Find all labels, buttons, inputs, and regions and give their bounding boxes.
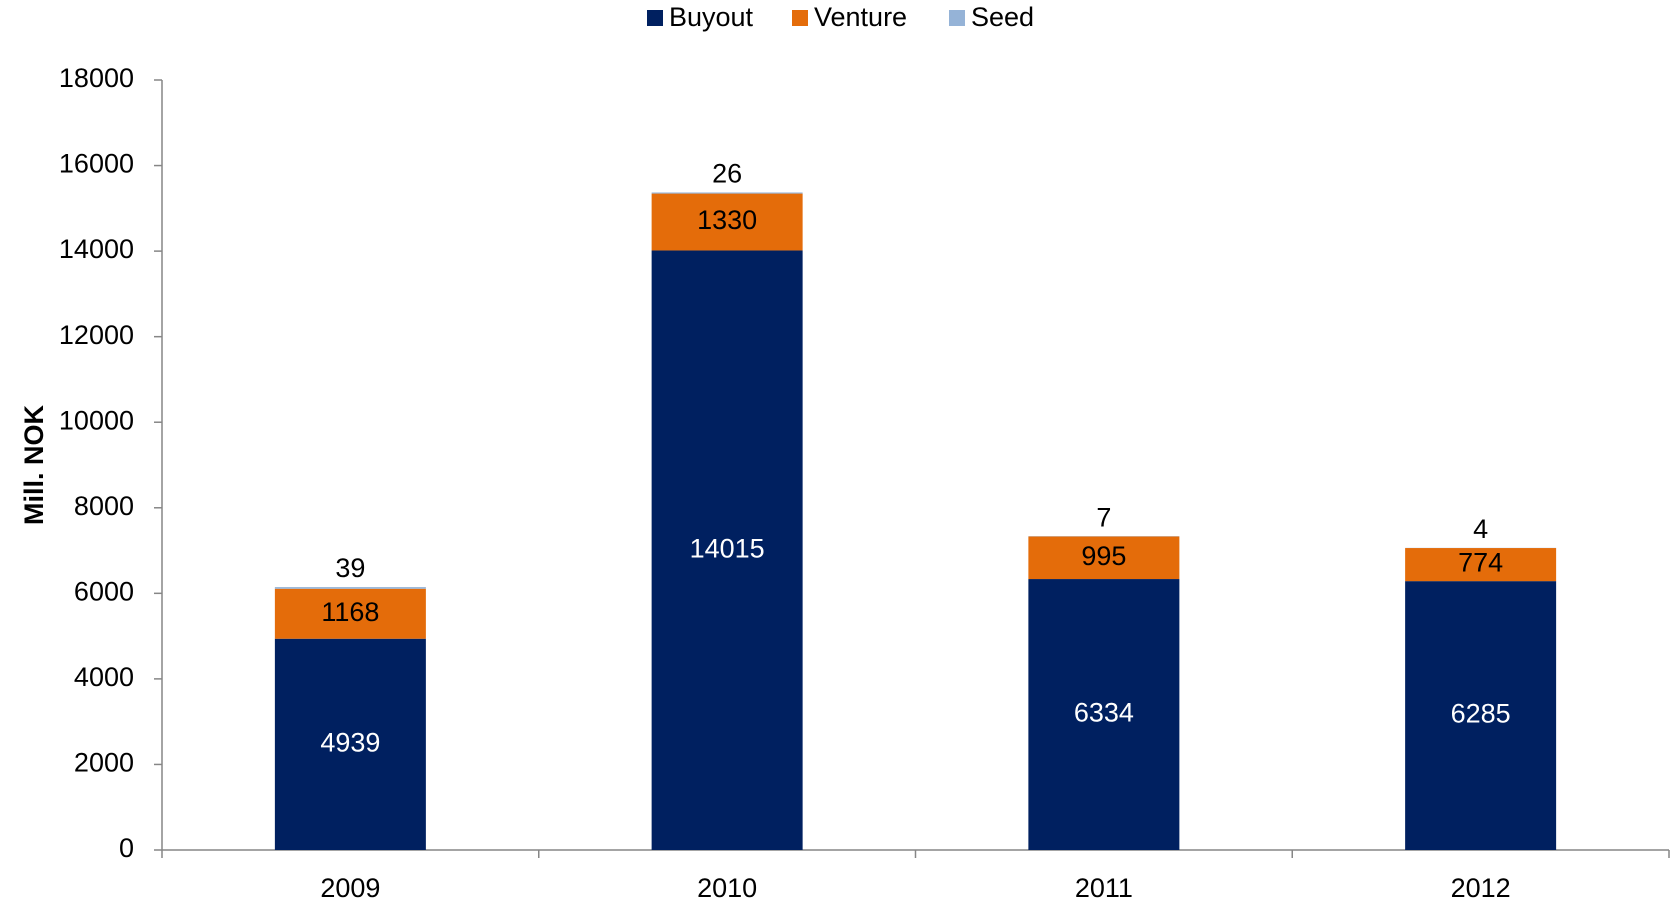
x-tick-label: 2012 bbox=[1451, 873, 1511, 903]
bar-segment bbox=[651, 193, 803, 251]
legend-label: Seed bbox=[971, 2, 1034, 32]
y-tick-label: 4000 bbox=[74, 662, 134, 692]
bar-segment bbox=[651, 250, 803, 850]
x-tick-label: 2010 bbox=[697, 873, 757, 903]
data-label: 4 bbox=[1473, 514, 1488, 544]
bar-segment bbox=[651, 192, 803, 194]
data-label: 39 bbox=[335, 553, 365, 583]
y-tick-label: 12000 bbox=[59, 320, 134, 350]
y-tick-label: 10000 bbox=[59, 405, 134, 435]
bar-segment bbox=[274, 587, 426, 589]
legend-label: Venture bbox=[814, 2, 907, 32]
y-tick-label: 0 bbox=[119, 833, 134, 863]
bar-segment bbox=[1028, 579, 1180, 850]
bar-segment bbox=[274, 638, 426, 850]
y-tick-label: 8000 bbox=[74, 491, 134, 521]
y-tick-label: 6000 bbox=[74, 576, 134, 606]
data-label: 4939 bbox=[320, 727, 380, 757]
data-label: 774 bbox=[1458, 548, 1503, 578]
bar-segment bbox=[1028, 536, 1180, 580]
bar-segment bbox=[1405, 548, 1557, 582]
legend-swatch bbox=[949, 10, 965, 26]
data-label: 26 bbox=[712, 159, 742, 189]
y-tick-label: 14000 bbox=[59, 234, 134, 264]
data-label: 1168 bbox=[321, 597, 379, 627]
data-label: 14015 bbox=[690, 533, 765, 563]
data-label: 6285 bbox=[1451, 699, 1511, 729]
y-tick-label: 16000 bbox=[59, 149, 134, 179]
y-tick-label: 18000 bbox=[59, 63, 134, 93]
legend-swatch bbox=[647, 10, 663, 26]
legend-label: Buyout bbox=[669, 2, 754, 32]
y-axis-label: Mill. NOK bbox=[19, 405, 49, 525]
data-label: 6334 bbox=[1074, 698, 1134, 728]
bar-segment bbox=[1405, 581, 1557, 850]
bar-segment bbox=[274, 588, 426, 639]
data-label: 1330 bbox=[697, 205, 757, 235]
data-label: 995 bbox=[1081, 541, 1126, 571]
x-tick-label: 2009 bbox=[320, 873, 380, 903]
x-tick-label: 2011 bbox=[1075, 873, 1133, 903]
y-tick-label: 2000 bbox=[74, 748, 134, 778]
data-label: 7 bbox=[1096, 502, 1111, 532]
legend-swatch bbox=[792, 10, 808, 26]
